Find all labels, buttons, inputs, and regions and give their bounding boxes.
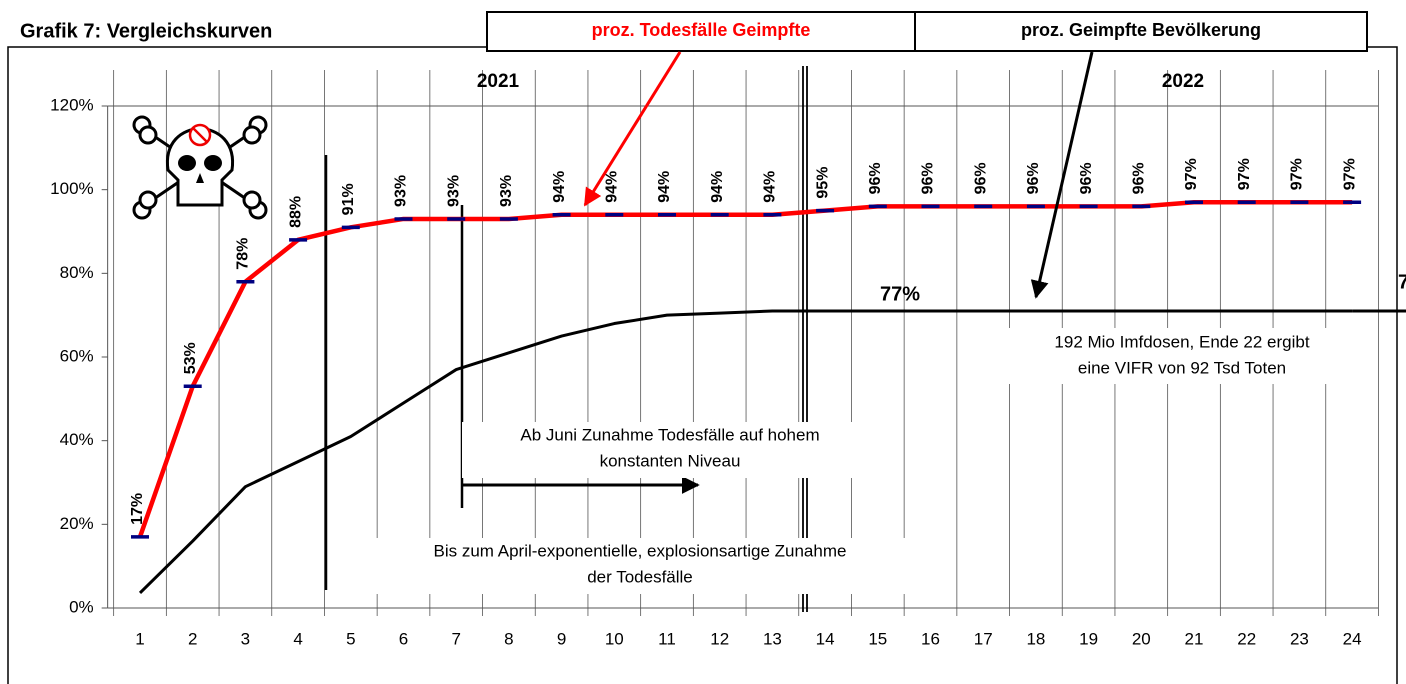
x-tick-label: 6 bbox=[399, 629, 408, 648]
x-tick-label: 19 bbox=[1079, 629, 1098, 648]
y-tick-label: 40% bbox=[60, 430, 94, 449]
data-label: 94% bbox=[551, 171, 568, 203]
y-tick-label: 0% bbox=[69, 597, 94, 616]
data-label: 93% bbox=[498, 175, 515, 207]
x-tick-label: 23 bbox=[1290, 629, 1309, 648]
data-label: 96% bbox=[920, 162, 937, 194]
data-label: 78% bbox=[235, 238, 252, 270]
data-label: 95% bbox=[814, 167, 831, 199]
annotation: 7 bbox=[1398, 271, 1406, 293]
data-label: 97% bbox=[1236, 158, 1253, 190]
x-tick-label: 18 bbox=[1026, 629, 1045, 648]
x-tick-label: 2 bbox=[188, 629, 197, 648]
x-tick-label: 11 bbox=[658, 629, 676, 648]
x-tick-label: 4 bbox=[293, 629, 302, 648]
x-tick-label: 14 bbox=[816, 629, 835, 648]
x-tick-label: 5 bbox=[346, 629, 355, 648]
x-tick-label: 15 bbox=[868, 629, 887, 648]
annotation: Ab Juni Zunahme Todesfälle auf hohem bbox=[520, 425, 819, 444]
note-box bbox=[350, 538, 930, 594]
y-tick-label: 20% bbox=[60, 514, 94, 533]
x-tick-label: 10 bbox=[605, 629, 624, 648]
legend-entry: proz. Todesfälle Geimpfte bbox=[592, 20, 811, 40]
series-line bbox=[138, 309, 1353, 595]
data-label: 94% bbox=[762, 171, 779, 203]
x-tick-label: 9 bbox=[557, 629, 566, 648]
annotation: 192 Mio Imfdosen, Ende 22 ergibt bbox=[1054, 332, 1309, 351]
annotation: 2022 bbox=[1162, 71, 1204, 92]
data-label: 97% bbox=[1341, 158, 1358, 190]
x-tick-label: 1 bbox=[135, 629, 144, 648]
data-label: 88% bbox=[287, 196, 304, 228]
data-label: 97% bbox=[1289, 158, 1306, 190]
note-box bbox=[1000, 328, 1365, 384]
legend-arrow bbox=[1030, 51, 1094, 299]
annotation: 2021 bbox=[477, 71, 520, 92]
data-label: 96% bbox=[1025, 162, 1042, 194]
annotation: eine VIFR von 92 Tsd Toten bbox=[1078, 358, 1286, 377]
x-tick-label: 16 bbox=[921, 629, 940, 648]
data-label: 96% bbox=[1078, 162, 1095, 194]
note-box bbox=[462, 422, 882, 478]
x-tick-label: 22 bbox=[1237, 629, 1256, 648]
data-label: 94% bbox=[656, 171, 673, 203]
annotation: konstanten Niveau bbox=[600, 451, 741, 470]
data-label: 91% bbox=[340, 183, 357, 215]
x-tick-label: 20 bbox=[1132, 629, 1151, 648]
annotation: der Todesfälle bbox=[587, 567, 693, 586]
x-tick-label: 17 bbox=[974, 629, 993, 648]
data-label: 96% bbox=[1131, 162, 1148, 194]
legend-entry: proz. Geimpfte Bevölkerung bbox=[1021, 20, 1261, 40]
annotation: Bis zum April-exponentielle, explosionsa… bbox=[434, 541, 847, 560]
annotation: 77% bbox=[880, 283, 920, 305]
legend-box bbox=[486, 11, 1368, 52]
legend-arrow bbox=[583, 51, 682, 207]
y-tick-label: 80% bbox=[60, 263, 94, 282]
x-tick-label: 12 bbox=[710, 629, 729, 648]
data-label: 96% bbox=[972, 162, 989, 194]
data-label: 17% bbox=[129, 493, 146, 525]
x-tick-label: 8 bbox=[504, 629, 513, 648]
x-tick-label: 24 bbox=[1343, 629, 1362, 648]
data-label: 93% bbox=[445, 175, 462, 207]
plot: 17% 53% 78% 88% 91% 93% 93% 93% 94% 94% 94% 94% 94% 9… bbox=[129, 51, 1406, 595]
skull-icon bbox=[132, 115, 268, 220]
x-tick-label: 7 bbox=[451, 629, 460, 648]
x-tick-label: 3 bbox=[241, 629, 250, 648]
grid: 0%20%40%60%80%100%120%1 2 3 4 5 6 7 8 9 10 11 12 13 1… bbox=[50, 66, 1379, 648]
data-label: 97% bbox=[1183, 158, 1200, 190]
data-label: 96% bbox=[867, 162, 884, 194]
chart-title: Grafik 7: Vergleichskurven bbox=[20, 20, 272, 42]
y-tick-label: 60% bbox=[60, 346, 94, 365]
y-tick-label: 120% bbox=[50, 95, 93, 114]
data-label: 93% bbox=[393, 175, 410, 207]
data-label: 53% bbox=[182, 342, 199, 374]
x-tick-label: 21 bbox=[1185, 629, 1204, 648]
data-label: 94% bbox=[709, 171, 726, 203]
x-tick-label: 13 bbox=[763, 629, 782, 648]
data-label: 94% bbox=[604, 171, 621, 203]
y-tick-label: 100% bbox=[50, 179, 93, 198]
